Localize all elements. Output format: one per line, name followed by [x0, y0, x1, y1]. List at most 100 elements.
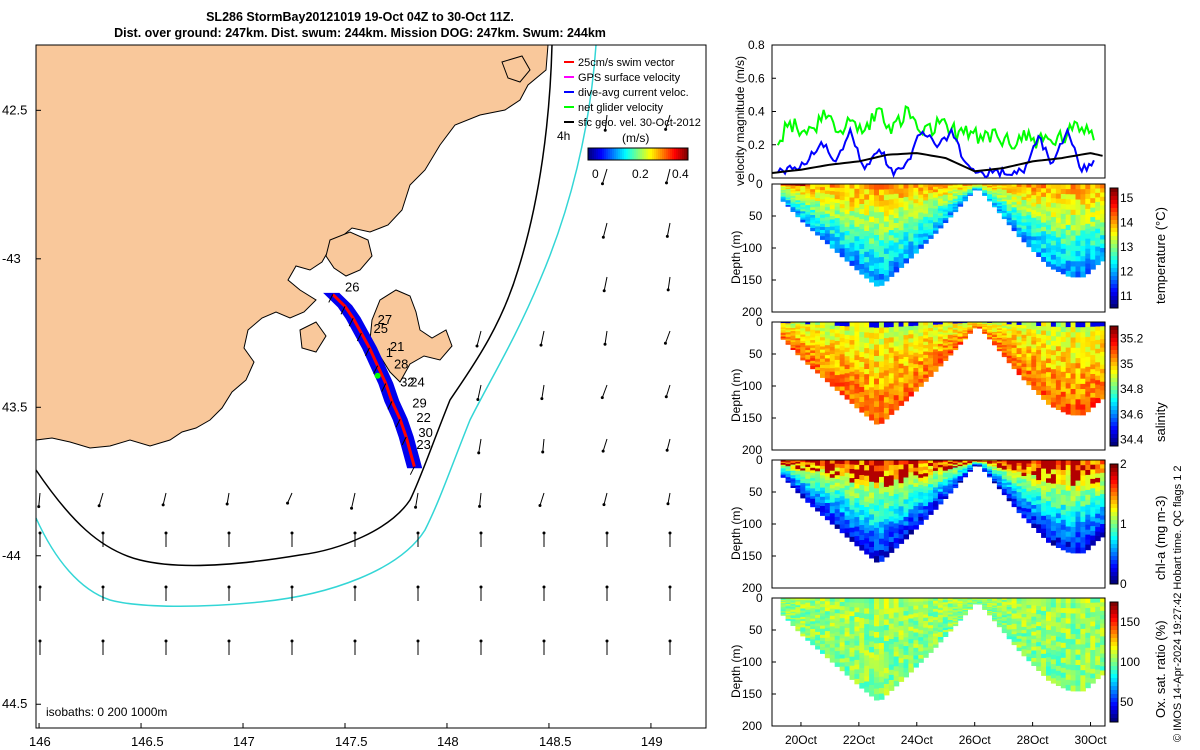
section-cell	[903, 499, 909, 505]
chlorophyll-colorbar-cell	[1110, 500, 1118, 505]
colorbar-cell	[594, 148, 596, 160]
section-cell	[883, 635, 890, 642]
section-cell	[1085, 534, 1091, 541]
section-cell	[1095, 246, 1101, 252]
section-cell	[947, 209, 954, 212]
section-cell	[957, 184, 964, 186]
section-cell	[1026, 629, 1032, 634]
section-cell	[913, 333, 919, 338]
section-cell	[874, 505, 880, 512]
section-cell	[854, 474, 860, 480]
section-cell	[1036, 646, 1042, 651]
section-cell	[982, 600, 988, 602]
section-cell	[820, 365, 826, 369]
section-cell	[849, 389, 855, 395]
section-cell	[1055, 356, 1062, 362]
section-cell	[829, 626, 836, 631]
colorbar-cell	[656, 148, 658, 160]
section-cell	[879, 229, 885, 236]
section-cell	[1036, 362, 1042, 367]
section-cell	[962, 335, 968, 338]
section-cell	[800, 336, 806, 340]
section-cell	[795, 487, 801, 490]
section-cell	[947, 336, 954, 340]
section-cell	[913, 199, 919, 204]
section-cell	[869, 690, 875, 697]
section-cell	[996, 207, 1003, 210]
section-cell	[987, 188, 993, 191]
section-cell	[1041, 490, 1047, 495]
section-cell	[913, 498, 919, 503]
section-cell	[824, 463, 831, 468]
section-cell	[1070, 542, 1077, 549]
section-cell	[893, 518, 900, 524]
section-cell	[942, 188, 949, 191]
section-cell	[898, 372, 905, 379]
section-cell	[849, 616, 855, 622]
section-cell	[942, 203, 949, 206]
section-cell	[928, 190, 934, 194]
section-cell	[820, 337, 826, 341]
section-cell	[790, 460, 796, 463]
section-cell	[1026, 191, 1032, 196]
section-cell	[883, 551, 890, 558]
section-cell	[893, 646, 900, 653]
chlorophyll-colorbar-tick: 1	[1120, 517, 1127, 531]
section-cell	[795, 345, 801, 348]
section-cell	[1036, 524, 1042, 529]
section-cell	[1050, 493, 1057, 499]
section-cell	[1065, 260, 1072, 267]
section-cell	[829, 598, 836, 603]
section-cell	[785, 603, 792, 605]
section-cell	[790, 472, 796, 475]
section-cell	[844, 386, 851, 391]
section-cell	[864, 363, 870, 370]
temperature-colorbar-cell	[1110, 228, 1118, 233]
section-cell	[888, 490, 895, 497]
section-cell	[918, 212, 924, 217]
section-cell	[898, 345, 905, 351]
section-cell	[1001, 350, 1008, 354]
section-cell	[1060, 474, 1067, 481]
section-cell	[869, 552, 875, 559]
section-cell	[795, 610, 801, 614]
section-cell	[864, 681, 870, 688]
section-cell	[913, 598, 919, 603]
section-cell	[987, 326, 993, 329]
section-cell	[1090, 378, 1096, 384]
section-cell	[1060, 524, 1067, 531]
section-cell	[1001, 619, 1008, 622]
section-cell	[834, 341, 841, 346]
section-cell	[849, 518, 855, 524]
section-cell	[805, 633, 811, 637]
section-cell	[810, 642, 816, 646]
section-cell	[1090, 245, 1096, 251]
section-cell	[883, 667, 890, 674]
section-cell	[834, 325, 841, 331]
section-cell	[795, 185, 801, 189]
section-cell	[864, 686, 870, 693]
section-cell	[864, 395, 870, 401]
section-cell	[874, 533, 880, 540]
section-cell	[982, 184, 988, 186]
section-cell	[1041, 257, 1047, 262]
section-cell	[883, 354, 890, 361]
section-cell	[854, 655, 860, 661]
section-cell	[1001, 599, 1008, 603]
section-cell	[800, 349, 806, 352]
section-cell	[1085, 524, 1091, 531]
section-cell	[854, 521, 860, 528]
section-cell	[795, 616, 801, 619]
velocity-arrow-head	[350, 506, 354, 510]
section-cell	[1050, 650, 1057, 656]
salinity-colorbar-cell	[1110, 350, 1118, 355]
section-cell	[918, 492, 924, 497]
section-cell	[859, 535, 865, 541]
section-cell	[800, 192, 806, 196]
section-cell	[874, 223, 880, 230]
colorbar-cell	[608, 148, 610, 160]
section-cell	[805, 614, 811, 618]
section-cell	[937, 474, 944, 478]
section-cell	[1006, 491, 1013, 495]
section-cell	[908, 496, 914, 502]
